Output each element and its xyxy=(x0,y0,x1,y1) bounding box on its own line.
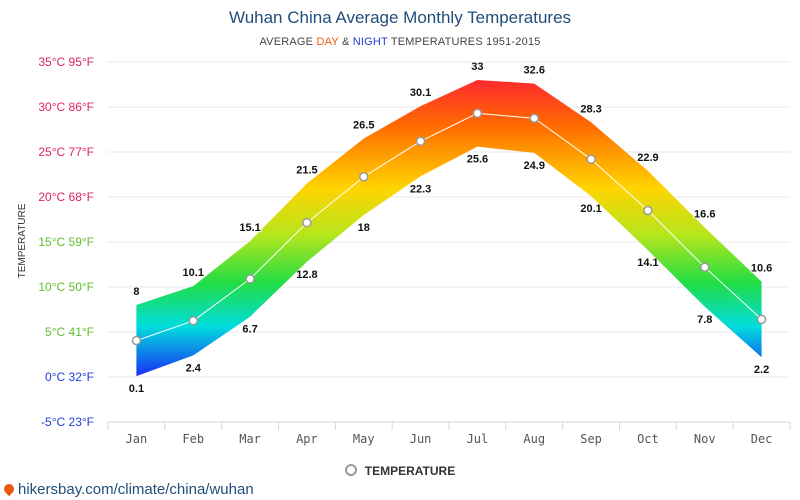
mean-point[interactable] xyxy=(586,154,596,164)
temperature-band xyxy=(136,80,762,377)
day-night-range-area xyxy=(136,80,762,377)
mean-point[interactable] xyxy=(529,113,539,123)
x-tick-label[interactable]: Mar xyxy=(239,432,261,446)
day-value-label: 10.6 xyxy=(751,263,772,275)
day-value-label: 28.3 xyxy=(580,103,601,115)
night-value-label: 18 xyxy=(358,222,370,234)
chart-title: Wuhan China Average Monthly Temperatures xyxy=(228,8,572,27)
mean-point[interactable] xyxy=(245,274,255,284)
subtitle-amp: & xyxy=(338,36,353,48)
mean-point[interactable] xyxy=(700,262,710,272)
day-value-label: 33 xyxy=(471,61,483,73)
y-tick-label: -5°C 23°F xyxy=(41,415,94,429)
mean-point[interactable] xyxy=(302,217,312,228)
x-tick-label[interactable]: Jul xyxy=(467,432,489,446)
day-value-label: 15.1 xyxy=(239,222,260,234)
x-tick-label[interactable]: Jun xyxy=(410,432,432,446)
y-tick-label: 25°C 77°F xyxy=(38,145,94,159)
mean-point[interactable] xyxy=(643,205,653,216)
night-value-label: 24.9 xyxy=(524,160,545,172)
x-tick-label[interactable]: Aug xyxy=(523,432,545,446)
legend-label: TEMPERATURE xyxy=(364,464,456,478)
chart-subtitle: AVERAGE DAY & NIGHT TEMPERATURES 1951-20… xyxy=(0,36,800,48)
mean-point[interactable] xyxy=(472,108,483,119)
subtitle-day: DAY xyxy=(316,36,339,48)
day-value-label: 22.9 xyxy=(637,152,658,164)
night-value-label: 22.3 xyxy=(410,183,431,195)
source-url: hikersbay.com/climate/china/wuhan xyxy=(18,481,254,498)
x-tick-label[interactable]: Oct xyxy=(637,432,659,446)
source-link[interactable]: hikersbay.com/climate/china/wuhan xyxy=(1,481,254,498)
mean-point[interactable] xyxy=(359,172,369,182)
day-value-label: 16.6 xyxy=(694,209,715,221)
night-value-label: 2.4 xyxy=(186,362,202,374)
night-value-label: 0.1 xyxy=(129,383,144,395)
subtitle-suffix: TEMPERATURES 1951-2015 xyxy=(387,36,541,48)
night-value-label: 6.7 xyxy=(242,324,257,336)
y-tick-label: 15°C 59°F xyxy=(38,235,94,249)
x-tick-label[interactable]: May xyxy=(353,432,375,446)
data-labels: 8 10.1 15.1 21.5 26.5 30.1 33 32.6 28.3 22.9 16.6 1… xyxy=(129,60,774,395)
x-tick-label[interactable]: Apr xyxy=(296,432,318,446)
y-tick-label: 0°C 32°F xyxy=(45,370,94,384)
y-axis-labels: 35°C 95°F 30°C 86°F 25°C 77°F 20°C 68°F 15°C… xyxy=(38,55,94,429)
location-pin-icon xyxy=(1,481,17,497)
y-tick-label: 30°C 86°F xyxy=(38,100,94,114)
day-value-label: 30.1 xyxy=(410,87,431,99)
night-value-label: 7.8 xyxy=(697,314,712,326)
mean-point[interactable] xyxy=(188,316,198,326)
day-value-label: 32.6 xyxy=(524,65,545,77)
mean-line xyxy=(136,112,762,342)
day-value-label: 21.5 xyxy=(296,165,317,177)
subtitle-prefix: AVERAGE xyxy=(259,36,317,48)
x-tick-label[interactable]: Jan xyxy=(126,432,148,446)
night-value-label: 20.1 xyxy=(580,203,601,215)
mean-point[interactable] xyxy=(415,136,426,146)
subtitle-night: NIGHT xyxy=(352,36,388,48)
mean-temperature-points xyxy=(131,108,767,346)
y-axis-title: TEMPERATURE xyxy=(17,203,28,278)
x-tick-label[interactable]: Feb xyxy=(182,432,204,446)
day-value-label: 8 xyxy=(133,286,139,298)
day-value-label: 26.5 xyxy=(353,120,374,132)
x-tick-label[interactable]: Dec xyxy=(751,432,773,446)
legend[interactable]: TEMPERATURE xyxy=(0,464,800,478)
mean-point[interactable] xyxy=(756,314,767,325)
x-tick-label[interactable]: Nov xyxy=(694,432,716,446)
night-value-label: 2.2 xyxy=(754,364,769,376)
y-tick-label: 10°C 50°F xyxy=(38,280,94,294)
night-value-label: 12.8 xyxy=(296,269,317,281)
mean-point[interactable] xyxy=(131,335,142,346)
y-tick-label: 5°C 41°F xyxy=(45,325,94,339)
day-value-label: 10.1 xyxy=(183,267,204,279)
x-axis-labels: Jan Feb Mar Apr May Jun Jul Aug Sep Oct Nov Dec xyxy=(126,432,773,446)
night-value-label: 25.6 xyxy=(467,154,488,166)
y-tick-label: 20°C 68°F xyxy=(38,190,94,204)
mean-temperature-line xyxy=(136,112,762,342)
y-tick-label: 35°C 95°F xyxy=(38,55,94,69)
legend-marker-icon xyxy=(344,464,357,476)
x-tick-label[interactable]: Sep xyxy=(580,432,602,446)
night-value-label: 14.1 xyxy=(637,257,658,269)
